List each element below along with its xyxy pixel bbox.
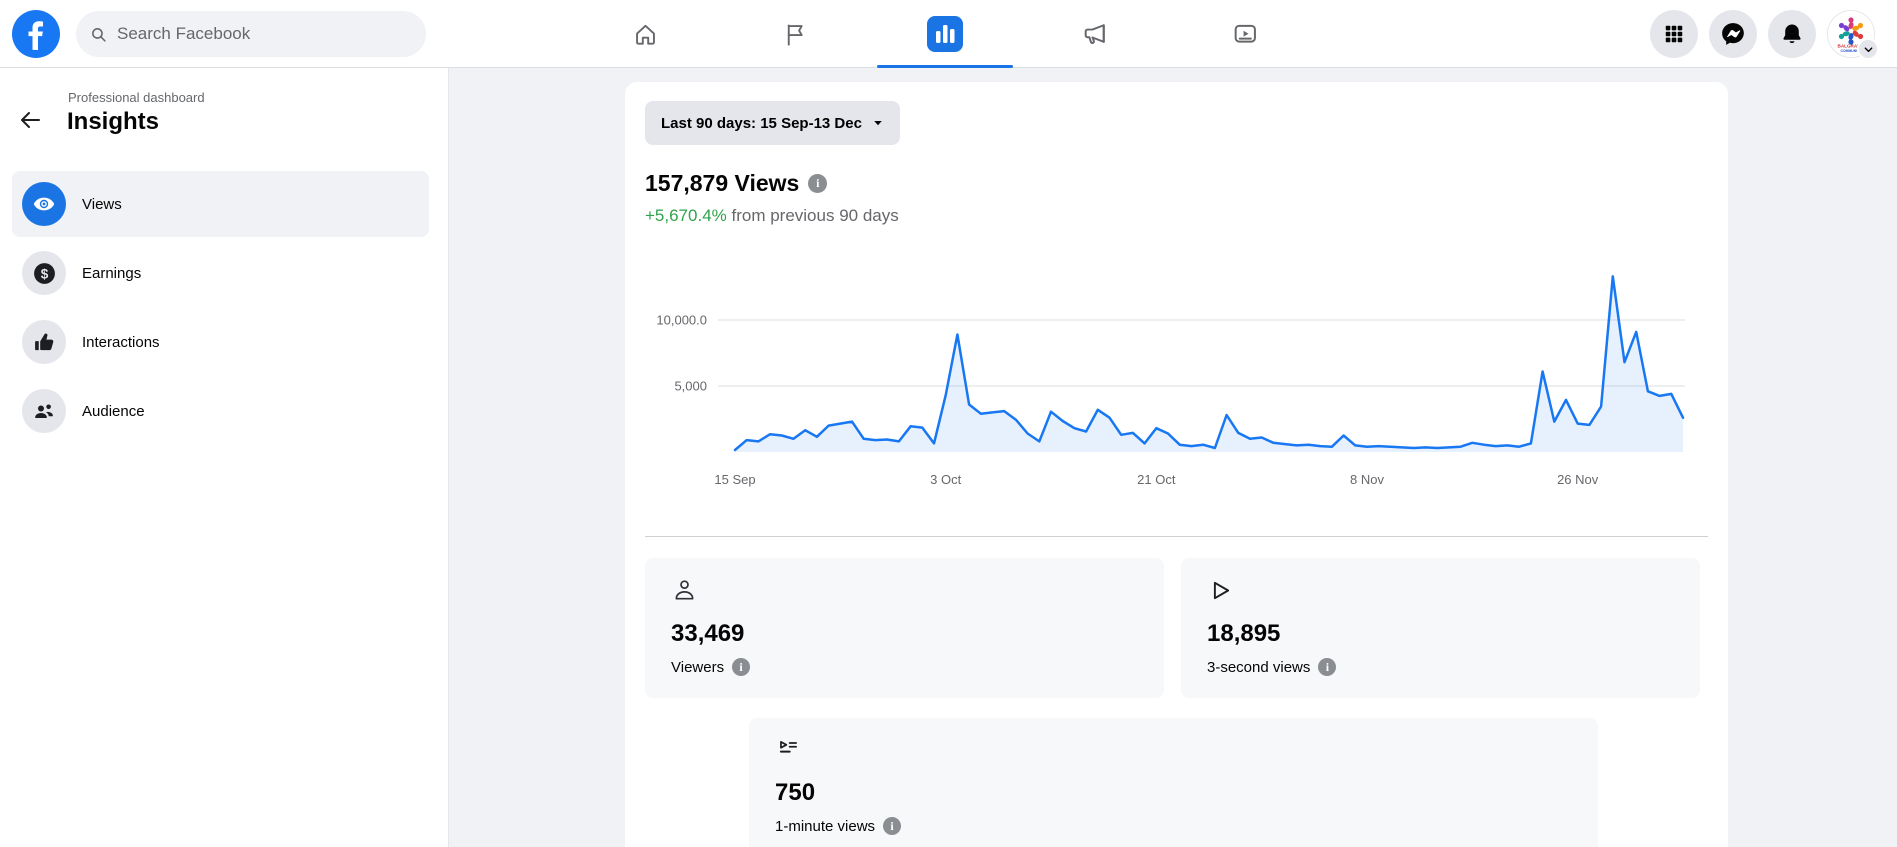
- avatar: BALGRAVIA COMMUNITY: [1828, 11, 1874, 57]
- account-menu-badge: [1857, 38, 1879, 60]
- svg-text:$: $: [40, 266, 48, 281]
- stat-value: 18,895: [1207, 620, 1281, 647]
- playlist-play-icon: [779, 741, 797, 753]
- top-nav: Search Facebook: [0, 0, 1897, 68]
- insights-card: Last 90 days: 15 Sep-13 Dec 157,879 View…: [625, 82, 1728, 847]
- date-range-selector[interactable]: Last 90 days: 15 Sep-13 Dec: [645, 101, 900, 145]
- insights-chart-icon: [927, 16, 963, 52]
- pages-flag-icon: [787, 24, 803, 46]
- svg-text:5,000: 5,000: [674, 379, 707, 394]
- dollar-icon: $: [22, 251, 66, 295]
- stat-value: 750: [775, 779, 816, 806]
- sidebar-item-interactions[interactable]: Interactions: [12, 309, 429, 375]
- svg-text:10,000.0: 10,000.0: [656, 313, 707, 328]
- home-icon: [635, 24, 655, 45]
- info-icon[interactable]: i: [883, 817, 902, 835]
- views-chart-container[interactable]: 5,000 10,000.0 15 Sep 3 Oct 21 Oct 8 Nov 26 No…: [645, 262, 1708, 499]
- active-tab-underline: [877, 65, 1013, 68]
- delta-value: +5,670.4%: [645, 206, 727, 225]
- info-icon[interactable]: i: [732, 658, 751, 676]
- views-delta: +5,670.4% from previous 90 days: [645, 206, 1708, 226]
- back-button[interactable]: [16, 106, 44, 134]
- bell-icon: [1783, 24, 1801, 44]
- tab-insights[interactable]: [870, 0, 1020, 68]
- svg-text:COMMUNITY: COMMUNITY: [1841, 49, 1863, 53]
- tab-ads[interactable]: [1020, 0, 1170, 68]
- sidebar-item-earnings[interactable]: $ Earnings: [12, 240, 429, 306]
- stat-card-3-second-views: 18,895 3-second views i: [1181, 558, 1700, 698]
- person-outline-icon: [675, 580, 694, 600]
- sidebar-items: Views $ Earnings Interactions: [12, 171, 429, 447]
- sidebar-item-label: Audience: [82, 402, 145, 420]
- svg-text:BALGRAVIA: BALGRAVIA: [1838, 44, 1866, 49]
- section-divider: [645, 536, 1708, 537]
- views-chart[interactable]: 5,000 10,000.0 15 Sep 3 Oct 21 Oct 8 Nov 26 No…: [645, 262, 1705, 494]
- nav-tabs: [570, 0, 1320, 68]
- chevron-down-icon: [1864, 46, 1872, 52]
- stat-label: 1-minute views i: [775, 817, 1572, 835]
- sidebar: Professional dashboard Insights Views $ …: [0, 68, 449, 847]
- info-icon[interactable]: i: [808, 174, 828, 193]
- caret-down-icon: [874, 121, 882, 126]
- menu-button[interactable]: [1650, 10, 1698, 58]
- people-icon: [22, 389, 66, 433]
- svg-text:8 Nov: 8 Nov: [1350, 472, 1384, 487]
- stat-value: 33,469: [671, 620, 745, 647]
- facebook-logo-icon[interactable]: [12, 10, 60, 58]
- messenger-button[interactable]: [1709, 10, 1757, 58]
- main-content: Last 90 days: 15 Sep-13 Dec 157,879 View…: [449, 68, 1897, 847]
- video-icon: [1234, 24, 1256, 43]
- tab-pages[interactable]: [720, 0, 870, 68]
- eye-icon: [22, 182, 66, 226]
- svg-text:15 Sep: 15 Sep: [714, 472, 755, 487]
- stat-label: Viewers i: [671, 658, 1138, 676]
- stat-label: 3-second views i: [1207, 658, 1674, 676]
- tab-video[interactable]: [1170, 0, 1320, 68]
- grid-menu-icon: [1665, 25, 1683, 43]
- thumbs-up-icon: [22, 320, 66, 364]
- search-icon: [92, 27, 106, 42]
- search-placeholder: Search Facebook: [117, 24, 251, 43]
- sidebar-item-label: Earnings: [82, 264, 142, 282]
- page-title: Insights: [67, 108, 160, 135]
- notifications-button[interactable]: [1768, 10, 1816, 58]
- info-icon[interactable]: i: [1318, 658, 1337, 676]
- sidebar-item-views[interactable]: Views: [12, 171, 429, 237]
- nav-actions: BALGRAVIA COMMUNITY: [1650, 10, 1879, 60]
- svg-text:26 Nov: 26 Nov: [1557, 472, 1599, 487]
- play-outline-icon: [1213, 581, 1230, 600]
- sidebar-item-audience[interactable]: Audience: [12, 378, 429, 444]
- stat-card-viewers: 33,469 Viewers i: [645, 558, 1164, 698]
- stats-row: 33,469 Viewers i 18,895 3-second views i: [645, 558, 1708, 698]
- sidebar-item-label: Interactions: [82, 333, 160, 351]
- search-input[interactable]: Search Facebook: [76, 11, 426, 57]
- date-range-label: Last 90 days: 15 Sep-13 Dec: [661, 114, 862, 132]
- back-arrow-icon: [21, 112, 40, 128]
- delta-suffix: from previous 90 days: [726, 206, 899, 225]
- sidebar-eyebrow: Professional dashboard: [68, 90, 205, 105]
- svg-text:21 Oct: 21 Oct: [1137, 472, 1176, 487]
- account-button[interactable]: BALGRAVIA COMMUNITY: [1827, 10, 1879, 60]
- sidebar-item-label: Views: [82, 195, 122, 213]
- tab-home[interactable]: [570, 0, 720, 68]
- views-total: 157,879 Views: [645, 170, 800, 196]
- messenger-icon: [1722, 23, 1744, 45]
- ads-megaphone-icon: [1084, 24, 1105, 44]
- svg-text:3 Oct: 3 Oct: [930, 472, 961, 487]
- stat-card-1-minute-views: 750 1-minute views i: [749, 718, 1598, 847]
